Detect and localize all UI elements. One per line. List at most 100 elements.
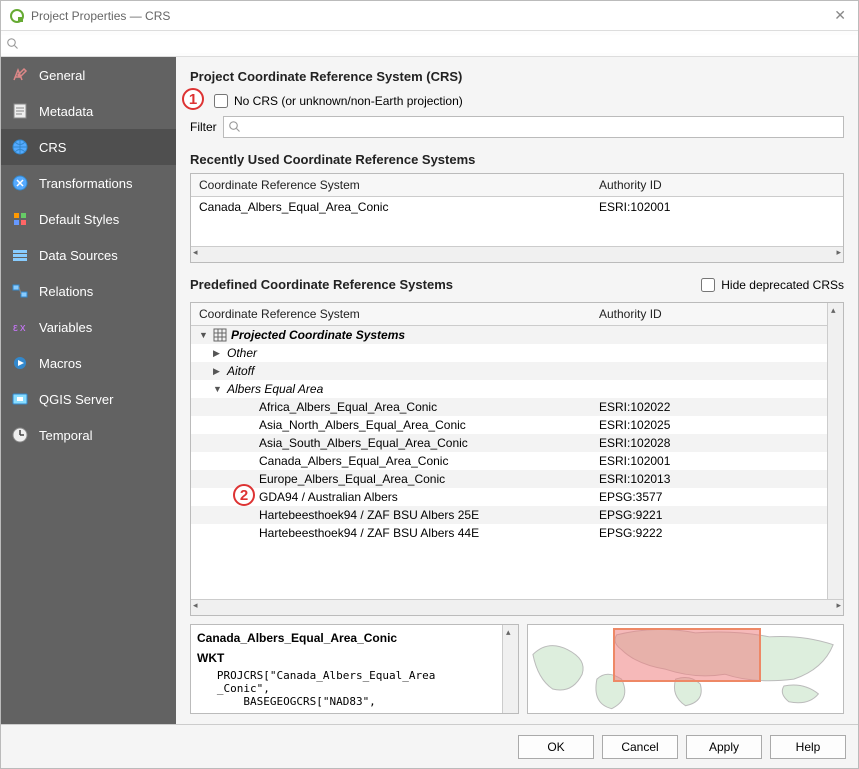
ok-button[interactable]: OK <box>518 735 594 759</box>
tree-row[interactable]: ▼Projected Coordinate Systems <box>191 326 843 344</box>
hide-deprecated-checkbox[interactable] <box>701 278 715 292</box>
extent-highlight <box>613 628 761 683</box>
predef-vscroll[interactable] <box>827 303 843 599</box>
sidebar-item-label: QGIS Server <box>39 392 113 407</box>
crs-extent-map <box>527 624 844 714</box>
predefined-table: Coordinate Reference System Authority ID… <box>190 302 844 616</box>
main-panel: Project Coordinate Reference System (CRS… <box>176 57 858 724</box>
sidebar-search-input[interactable] <box>1 35 858 53</box>
sidebar-item-label: Relations <box>39 284 93 299</box>
tree-row[interactable]: Hartebeesthoek94 / ZAF BSU Albers 25EEPS… <box>191 506 843 524</box>
tree-label: Hartebeesthoek94 / ZAF BSU Albers 25E <box>191 508 591 522</box>
no-crs-label: No CRS (or unknown/non-Earth projection) <box>234 94 463 108</box>
tree-label: ▶Aitoff <box>191 364 591 378</box>
tree-row[interactable]: Canada_Albers_Equal_Area_ConicESRI:10200… <box>191 452 843 470</box>
tree-row[interactable]: Hartebeesthoek94 / ZAF BSU Albers 44EEPS… <box>191 524 843 542</box>
tree-row[interactable]: ▶Aitoff <box>191 362 843 380</box>
apply-button[interactable]: Apply <box>686 735 762 759</box>
recent-col-auth[interactable]: Authority ID <box>591 174 843 196</box>
sidebar-icon <box>11 282 29 300</box>
close-icon[interactable]: ✕ <box>830 7 850 24</box>
recent-col-name[interactable]: Coordinate Reference System <box>191 174 591 196</box>
sidebar-item-macros[interactable]: Macros <box>1 345 176 381</box>
cell-name: Canada_Albers_Equal_Area_Conic <box>191 197 591 217</box>
cancel-button[interactable]: Cancel <box>602 735 678 759</box>
tree-auth: EPSG:9221 <box>591 508 843 522</box>
sidebar-icon <box>11 390 29 408</box>
tree-auth <box>591 382 843 396</box>
tree-auth: ESRI:102001 <box>591 454 843 468</box>
tree-row[interactable]: Asia_North_Albers_Equal_Area_ConicESRI:1… <box>191 416 843 434</box>
tree-label: ▶Other <box>191 346 591 360</box>
tree-label: Hartebeesthoek94 / ZAF BSU Albers 44E <box>191 526 591 540</box>
dialog-footer: OK Cancel Apply Help <box>1 724 858 768</box>
sidebar-icon <box>11 210 29 228</box>
tree-label: ▼Albers Equal Area <box>191 382 591 396</box>
tree-auth <box>591 328 843 342</box>
tree-auth: ESRI:102013 <box>591 472 843 486</box>
tree-row[interactable]: ▼Albers Equal Area <box>191 380 843 398</box>
detail-vscroll[interactable] <box>502 625 518 713</box>
recent-hscroll[interactable] <box>191 246 843 262</box>
sidebar-item-transformations[interactable]: Transformations <box>1 165 176 201</box>
recent-table: Coordinate Reference System Authority ID… <box>190 173 844 263</box>
tree-auth <box>591 346 843 360</box>
sidebar-item-crs[interactable]: CRS <box>1 129 176 165</box>
callout-2: 2 <box>233 484 255 506</box>
expand-icon[interactable]: ▶ <box>213 366 223 377</box>
recent-heading: Recently Used Coordinate Reference Syste… <box>190 152 844 167</box>
sidebar-item-label: CRS <box>39 140 66 155</box>
sidebar-icon: εx <box>11 318 29 336</box>
expand-icon[interactable]: ▶ <box>213 348 223 359</box>
tree-auth: EPSG:3577 <box>591 490 843 504</box>
sidebar-icon <box>11 354 29 372</box>
predef-col-name[interactable]: Coordinate Reference System <box>191 303 591 325</box>
sidebar: General Metadata CRS Transformations Default… <box>1 57 176 724</box>
svg-text:ε: ε <box>13 322 18 334</box>
expand-icon[interactable]: ▼ <box>199 330 209 340</box>
no-crs-checkbox[interactable] <box>214 94 228 108</box>
tree-label: Africa_Albers_Equal_Area_Conic <box>191 400 591 414</box>
svg-text:x: x <box>20 322 26 334</box>
sidebar-icon <box>11 246 29 264</box>
tree-auth: ESRI:102022 <box>591 400 843 414</box>
predef-hscroll[interactable] <box>191 599 843 615</box>
tree-auth: EPSG:9222 <box>591 526 843 540</box>
sidebar-item-data-sources[interactable]: Data Sources <box>1 237 176 273</box>
sidebar-item-default-styles[interactable]: Default Styles <box>1 201 176 237</box>
tree-row[interactable]: GDA94 / Australian AlbersEPSG:3577 <box>191 488 843 506</box>
tree-auth: ESRI:102025 <box>591 418 843 432</box>
sidebar-item-qgis-server[interactable]: QGIS Server <box>1 381 176 417</box>
crs-detail-panel: Canada_Albers_Equal_Area_Conic WKT PROJC… <box>190 624 519 714</box>
hide-deprecated-row: Hide deprecated CRSs <box>701 278 844 292</box>
sidebar-item-variables[interactable]: εxVariables <box>1 309 176 345</box>
sidebar-search-row <box>1 31 858 57</box>
sidebar-item-label: General <box>39 68 85 83</box>
project-properties-window: Project Properties — CRS ✕ General Metada… <box>0 0 859 769</box>
sidebar-item-temporal[interactable]: Temporal <box>1 417 176 453</box>
tree-row[interactable]: Asia_South_Albers_Equal_Area_ConicESRI:1… <box>191 434 843 452</box>
predef-col-auth[interactable]: Authority ID <box>591 303 843 325</box>
wkt-text: PROJCRS["Canada_Albers_Equal_Area _Conic… <box>197 669 512 708</box>
sidebar-item-general[interactable]: General <box>1 57 176 93</box>
tree-label: Asia_South_Albers_Equal_Area_Conic <box>191 436 591 450</box>
table-row[interactable]: Canada_Albers_Equal_Area_ConicESRI:10200… <box>191 197 843 217</box>
help-button[interactable]: Help <box>770 735 846 759</box>
titlebar: Project Properties — CRS ✕ <box>1 1 858 31</box>
tree-row[interactable]: Africa_Albers_Equal_Area_ConicESRI:10202… <box>191 398 843 416</box>
tree-row[interactable]: Europe_Albers_Equal_Area_ConicESRI:10201… <box>191 470 843 488</box>
filter-label: Filter <box>190 120 217 134</box>
sidebar-item-label: Data Sources <box>39 248 118 263</box>
filter-row: Filter <box>190 116 844 138</box>
sidebar-item-relations[interactable]: Relations <box>1 273 176 309</box>
filter-input[interactable] <box>223 116 844 138</box>
wkt-label: WKT <box>197 651 512 665</box>
sidebar-item-metadata[interactable]: Metadata <box>1 93 176 129</box>
sidebar-icon <box>11 66 29 84</box>
no-crs-row: 1 No CRS (or unknown/non-Earth projectio… <box>190 94 844 108</box>
page-title: Project Coordinate Reference System (CRS… <box>190 69 844 84</box>
tree-row[interactable]: ▶Other <box>191 344 843 362</box>
expand-icon[interactable]: ▼ <box>213 384 223 394</box>
sidebar-icon <box>11 138 29 156</box>
sidebar-item-label: Default Styles <box>39 212 119 227</box>
